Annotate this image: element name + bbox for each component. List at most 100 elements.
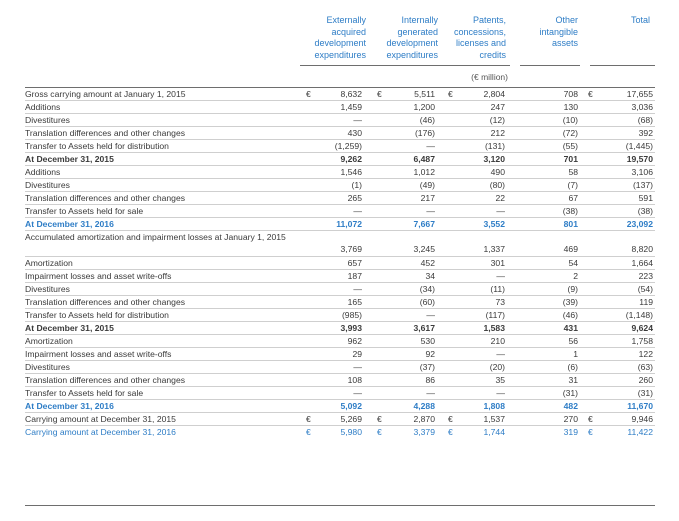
table-row: Divestitures — (34) (11) (9) (54) <box>25 282 655 296</box>
row-label: Amortization <box>25 336 73 346</box>
row-value-col-4: (46) <box>562 310 578 320</box>
row-label: Translation differences and other change… <box>25 193 186 203</box>
row-value-col-1: 5,980 <box>340 427 362 437</box>
row-value-col-5: (1,148) <box>625 310 653 320</box>
table-row: Transfer to Assets held for sale — — — (38) (… <box>25 204 655 218</box>
row-value-col-4: (55) <box>562 141 578 151</box>
currency-symbol: € <box>377 427 382 437</box>
table-bottom-rule <box>25 505 655 506</box>
row-label: At December 31, 2015 <box>25 154 114 164</box>
row-value-col-1: 3,769 <box>340 244 362 254</box>
row-value-col-3: (80) <box>489 180 505 190</box>
row-value-col-2: — <box>426 388 435 398</box>
row-value-col-2: 86 <box>425 375 435 385</box>
currency-symbol: € <box>588 89 593 99</box>
row-value-col-3: (131) <box>484 141 505 151</box>
row-value-col-5: (68) <box>637 115 653 125</box>
row-value-col-2: — <box>426 141 435 151</box>
row-value-col-2: — <box>426 206 435 216</box>
row-value-col-1: — <box>353 115 362 125</box>
row-value-col-3: 35 <box>495 375 505 385</box>
row-value-col-2: 1,200 <box>413 102 435 112</box>
row-value-col-5: (137) <box>632 180 653 190</box>
currency-symbol: € <box>306 427 311 437</box>
row-value-col-4: (39) <box>562 297 578 307</box>
row-value-col-5: 17,655 <box>626 89 653 99</box>
row-value-col-2: 530 <box>420 336 435 346</box>
row-label: Impairment losses and asset write-offs <box>25 271 172 281</box>
table-row: At December 31, 2015 3,993 3,617 1,583 431 9,… <box>25 321 655 335</box>
row-value-col-5: (1,445) <box>625 141 653 151</box>
row-label: Additions <box>25 102 61 112</box>
row-value-col-3: — <box>496 349 505 359</box>
table-row: Translation differences and other change… <box>25 295 655 309</box>
row-value-col-2: 92 <box>425 349 435 359</box>
row-value-col-4: 67 <box>568 193 578 203</box>
table-row: At December 31, 2016 5,092 4,288 1,808 482 11… <box>25 399 655 413</box>
table-row: Divestitures (1) (49) (80) (7) (137) <box>25 178 655 192</box>
row-value-col-5: 119 <box>639 297 653 307</box>
header-rule-3 <box>590 65 655 66</box>
row-value-col-5: 1,664 <box>631 258 653 268</box>
row-label: At December 31, 2016 <box>25 219 114 229</box>
row-value-col-3: 1,337 <box>483 244 505 254</box>
row-value-col-3: (11) <box>490 284 505 294</box>
row-value-col-3: (117) <box>485 310 505 320</box>
row-value-col-2: (34) <box>419 284 435 294</box>
row-value-col-3: 490 <box>490 167 505 177</box>
row-value-col-1: 9,262 <box>340 154 362 164</box>
row-value-col-5: 260 <box>638 375 653 385</box>
row-label: Divestitures <box>25 362 70 372</box>
table-row: Translation differences and other change… <box>25 126 655 140</box>
row-value-col-4: 801 <box>563 219 578 229</box>
header-rule-2 <box>520 65 580 66</box>
row-value-col-4: 319 <box>563 427 578 437</box>
row-value-col-4: (9) <box>567 284 578 294</box>
row-value-col-2: 6,487 <box>413 154 435 164</box>
row-label: Divestitures <box>25 180 70 190</box>
currency-symbol: € <box>306 414 311 424</box>
row-value-col-1: 11,072 <box>336 219 362 229</box>
row-value-col-3: 3,120 <box>483 154 505 164</box>
row-value-col-1: 5,269 <box>340 414 362 424</box>
row-value-col-5: 23,092 <box>626 219 653 229</box>
row-label: Transfer to Assets held for distribution <box>25 141 169 151</box>
table-row: Translation differences and other change… <box>25 191 655 205</box>
row-value-col-3: 3,552 <box>483 219 505 229</box>
row-label: Impairment losses and asset write-offs <box>25 349 172 359</box>
row-label: Carrying amount at December 31, 2016 <box>25 427 176 437</box>
row-value-col-4: 130 <box>563 102 578 112</box>
row-value-col-5: 1,758 <box>631 336 653 346</box>
row-value-col-1: — <box>353 362 362 372</box>
row-value-col-4: 701 <box>563 154 578 164</box>
row-value-col-5: 11,670 <box>627 401 653 411</box>
currency-symbol: € <box>448 89 453 99</box>
currency-symbol: € <box>306 89 311 99</box>
row-value-col-2: 217 <box>420 193 435 203</box>
row-value-col-2: 452 <box>420 258 435 268</box>
row-value-col-1: 265 <box>347 193 362 203</box>
row-value-col-4: 708 <box>563 89 578 99</box>
row-value-col-1: 657 <box>347 258 362 268</box>
row-value-col-5: (54) <box>637 284 653 294</box>
row-value-col-1: 430 <box>347 128 362 138</box>
row-value-col-1: 5,092 <box>340 401 362 411</box>
row-label: Additions <box>25 167 61 177</box>
table-row: Transfer to Assets held for distribution… <box>25 308 655 322</box>
table-row: Transfer to Assets held for distribution… <box>25 139 655 153</box>
row-value-col-1: 29 <box>352 349 362 359</box>
row-value-col-2: 3,245 <box>413 244 435 254</box>
row-value-col-3: 22 <box>495 193 505 203</box>
table-row: Additions 1,459 1,200 247 130 3,036 <box>25 100 655 114</box>
row-value-col-2: (49) <box>419 180 435 190</box>
row-value-col-2: 5,511 <box>414 89 435 99</box>
row-value-col-1: — <box>353 284 362 294</box>
row-value-col-3: 247 <box>490 102 505 112</box>
row-label: Translation differences and other change… <box>25 375 186 385</box>
row-value-col-2: 4,288 <box>413 401 435 411</box>
row-label: At December 31, 2015 <box>25 323 114 333</box>
row-value-col-4: 270 <box>563 414 578 424</box>
col-header-internally-generated: Internally generated development expendi… <box>386 15 438 60</box>
row-value-col-2: 3,379 <box>413 427 435 437</box>
